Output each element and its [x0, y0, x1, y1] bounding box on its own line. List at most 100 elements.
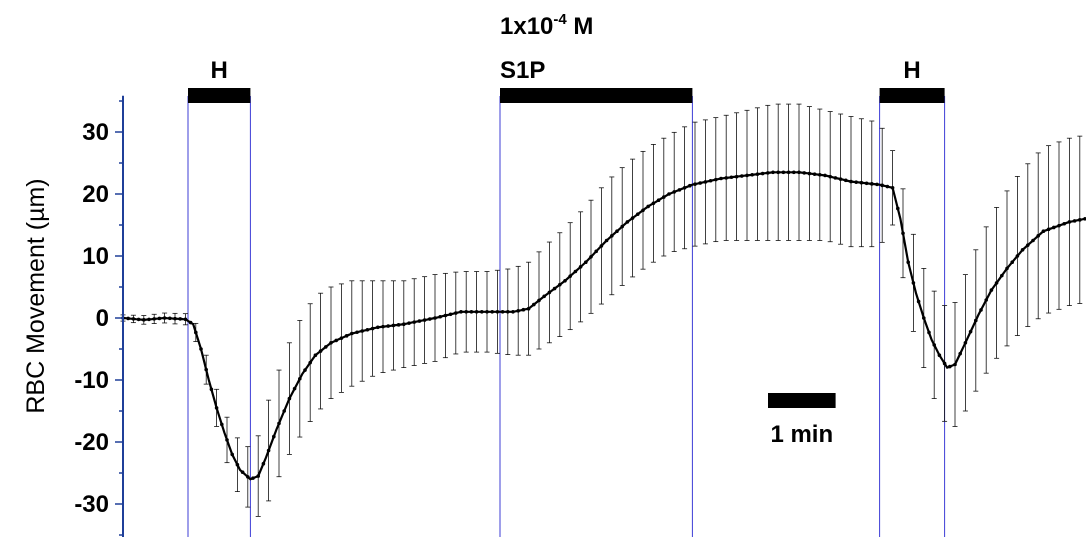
data-point — [937, 353, 942, 358]
data-point — [792, 170, 796, 175]
data-series — [122, 171, 1086, 481]
data-point — [344, 334, 349, 338]
data-point — [511, 310, 515, 314]
data-point — [989, 288, 994, 292]
data-point — [542, 294, 546, 299]
data-point — [480, 310, 484, 314]
data-point — [859, 180, 864, 185]
data-point — [214, 406, 219, 410]
y-tick-label: 0 — [96, 305, 109, 332]
data-point — [251, 476, 255, 480]
data-point — [766, 171, 770, 175]
data-point — [303, 368, 307, 372]
data-point — [407, 321, 411, 325]
data-point — [781, 170, 786, 175]
data-point — [142, 318, 146, 322]
data-point — [526, 306, 531, 311]
data-point — [760, 171, 765, 176]
data-point — [745, 173, 749, 178]
data-point — [682, 186, 687, 190]
scale-bar-label: 1 min — [770, 421, 833, 448]
data-point — [1072, 219, 1077, 223]
y-tick-label: -10 — [74, 367, 109, 394]
data-point — [610, 234, 614, 238]
data-point — [240, 470, 245, 475]
data-point — [1015, 254, 1020, 258]
data-point — [849, 179, 853, 184]
data-point — [968, 329, 973, 334]
data-point — [209, 387, 214, 392]
data-point — [152, 317, 156, 321]
data-point — [272, 434, 276, 439]
data-point — [298, 376, 302, 381]
data-point — [651, 201, 656, 206]
treatment-bar — [879, 88, 945, 103]
data-point — [126, 316, 130, 321]
data-point — [1062, 221, 1066, 226]
data-point — [376, 325, 380, 330]
data-point — [1026, 243, 1030, 247]
y-tick-label: -30 — [74, 491, 109, 518]
data-point — [459, 310, 463, 314]
data-point — [916, 299, 921, 304]
treatment-bar — [500, 88, 693, 103]
data-point — [776, 170, 780, 175]
data-point — [688, 183, 692, 188]
data-point — [485, 310, 489, 314]
data-point — [329, 341, 333, 345]
treatment-bar — [188, 88, 251, 103]
data-point — [474, 310, 479, 314]
treatment-name-label: S1P — [500, 57, 545, 84]
data-point — [714, 177, 718, 182]
data-point — [433, 316, 437, 320]
error-bars — [120, 103, 1083, 517]
data-point — [594, 249, 598, 254]
data-point — [578, 265, 583, 269]
data-point — [584, 260, 588, 265]
data-point — [750, 172, 754, 177]
data-point — [490, 310, 495, 314]
data-point — [880, 183, 884, 188]
data-point — [261, 461, 266, 466]
data-point — [662, 195, 666, 199]
data-point — [1031, 238, 1035, 243]
data-point — [532, 302, 536, 307]
data-point — [1020, 248, 1025, 252]
data-point — [979, 308, 983, 312]
data-point — [168, 316, 172, 321]
data-point — [199, 347, 203, 351]
data-points — [121, 170, 1086, 480]
data-point — [708, 178, 713, 183]
data-point — [563, 279, 567, 283]
data-point — [464, 310, 469, 314]
data-point — [396, 323, 401, 327]
data-point — [994, 281, 999, 285]
data-point — [932, 343, 936, 347]
data-point — [246, 475, 250, 479]
data-point — [292, 386, 297, 391]
data-point — [173, 316, 177, 321]
data-point — [974, 318, 978, 323]
data-point — [1078, 218, 1082, 222]
data-point — [500, 310, 505, 314]
data-point — [1041, 229, 1046, 233]
data-point — [838, 177, 843, 181]
data-point — [225, 438, 229, 442]
data-point — [927, 330, 931, 335]
data-point — [604, 238, 609, 243]
data-point — [703, 180, 708, 184]
data-point — [402, 322, 406, 327]
data-point — [266, 448, 271, 453]
data-point — [1052, 225, 1056, 230]
data-point — [381, 324, 385, 329]
data-point — [802, 171, 806, 175]
data-point — [235, 462, 240, 467]
data-point — [136, 317, 141, 322]
data-point — [506, 310, 510, 314]
data-point — [942, 361, 947, 366]
data-point — [417, 319, 422, 323]
y-tick-label: -20 — [74, 429, 109, 456]
data-point — [568, 274, 572, 278]
data-point — [495, 310, 500, 314]
